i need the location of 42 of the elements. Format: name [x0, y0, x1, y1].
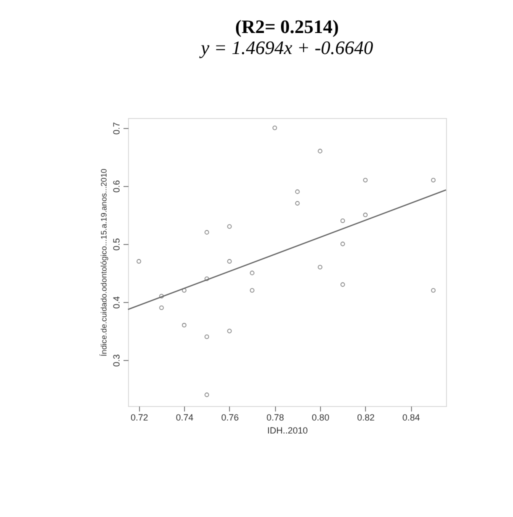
point — [159, 294, 164, 298]
x-tick-label: 0.72 — [130, 412, 148, 422]
point — [340, 242, 345, 246]
point — [182, 288, 186, 293]
chart-subtitle: y = 1.4694x + -0.6640 — [198, 38, 374, 59]
point — [340, 282, 345, 287]
y-axis-title: Índice.de.cuidado.odontológico...15.a.19.anos...2010 — [100, 168, 108, 356]
point — [204, 334, 210, 340]
y-tick-label: 0.6 — [112, 180, 122, 193]
point — [227, 224, 232, 229]
x-tick-label: 0.84 — [402, 412, 420, 422]
point — [159, 305, 164, 310]
x-tick-label: 0.82 — [357, 412, 375, 422]
point — [227, 328, 232, 334]
point — [204, 276, 210, 282]
point — [295, 189, 300, 194]
point — [363, 178, 368, 182]
point — [340, 218, 345, 223]
point — [227, 259, 232, 264]
y-tick-label: 0.3 — [112, 354, 122, 367]
chart-title: (R2= 0.2514) — [235, 17, 339, 38]
point — [204, 392, 210, 398]
point — [250, 270, 254, 276]
point — [431, 178, 436, 182]
x-tick-label: 0.74 — [176, 412, 194, 422]
point — [318, 264, 322, 270]
point — [136, 259, 142, 264]
point — [363, 212, 368, 218]
y-tick-label: 0.4 — [112, 296, 122, 309]
point — [272, 126, 278, 130]
y-tick-label: 0.5 — [112, 238, 122, 251]
y-tick-label: 0.7 — [112, 122, 122, 135]
point — [318, 148, 322, 154]
x-tick-label: 0.76 — [221, 412, 239, 422]
point — [295, 201, 300, 206]
point — [182, 322, 186, 328]
x-tick-label: 0.80 — [312, 412, 330, 422]
point — [250, 288, 254, 293]
point — [431, 288, 436, 293]
x-axis-title: IDH..2010 — [267, 426, 308, 436]
x-tick-label: 0.78 — [266, 412, 284, 422]
point — [204, 230, 210, 235]
